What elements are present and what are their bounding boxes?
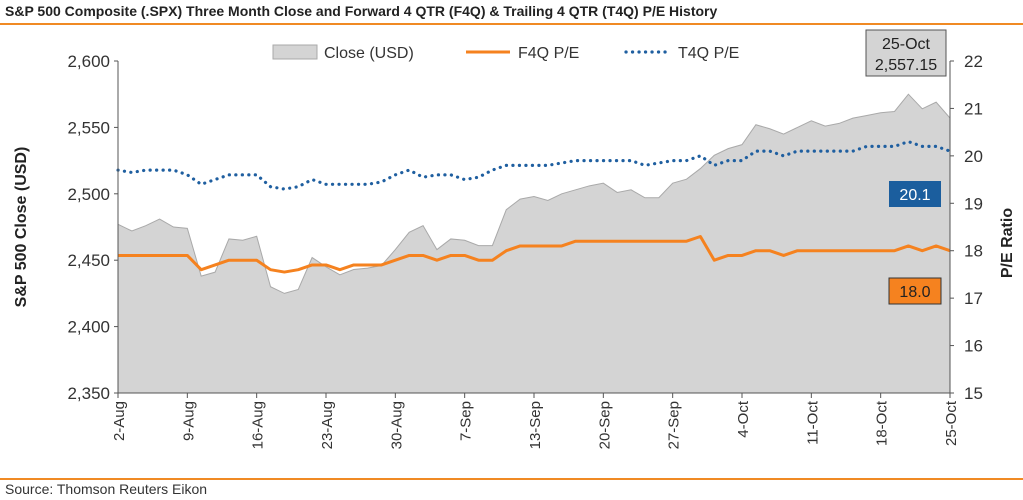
legend: Close (USD) F4Q P/E T4Q P/E: [272, 44, 739, 62]
left-tick-label: 2,350: [67, 384, 110, 403]
x-tick-label: 4-Oct: [735, 400, 752, 438]
left-tick-label: 2,550: [67, 118, 110, 137]
x-tick-label: 27-Sep: [666, 401, 683, 449]
f4q-badge-value: 18.0: [899, 284, 930, 301]
chart-title: S&P 500 Composite (.SPX) Three Month Clo…: [5, 3, 718, 19]
t4q-badge: [889, 181, 941, 207]
source-note: Source: Thomson Reuters Eikon: [5, 481, 208, 497]
close-callout-value: 2,557.15: [875, 57, 937, 74]
legend-close-label: Close (USD): [324, 45, 414, 62]
right-tick-label: 21: [964, 99, 983, 118]
right-tick-label: 19: [964, 194, 983, 213]
x-tick-label: 7-Sep: [458, 401, 475, 441]
f4q-line-layer: [118, 234, 951, 274]
y2-axis-title: P/E Ratio: [999, 208, 1016, 278]
close-callout-box: [865, 29, 947, 77]
footer-rule: [0, 478, 1023, 480]
y-axis-title: S&P 500 Close (USD): [13, 147, 30, 308]
left-tick-label: 2,600: [67, 52, 110, 71]
x-tick-label: 2-Aug: [111, 401, 128, 441]
right-tick-label: 15: [964, 384, 983, 403]
x-tick-label: 30-Aug: [388, 401, 405, 449]
right-tick-label: 18: [964, 242, 983, 261]
x-tick-label: 20-Sep: [596, 401, 613, 449]
left-tick-label: 2,500: [67, 185, 110, 204]
f4q-line: [118, 234, 951, 274]
x-tick-label: 11-Oct: [804, 400, 821, 445]
right-tick-label: 16: [964, 337, 983, 356]
f4q-badge: [888, 277, 942, 305]
close-area: [117, 93, 951, 394]
right-tick-label: 17: [964, 289, 983, 308]
x-tick-label: 9-Aug: [180, 401, 197, 441]
right-tick-label: 20: [964, 147, 983, 166]
annotations-layer: 25-Oct 2,557.15 20.1 18.0: [865, 29, 947, 305]
title-rule: [0, 23, 1023, 25]
pe-history-chart: 2,350 2,400 2,450 2,500 2,550 2,600 15 16 17 18 19…: [13, 29, 1016, 449]
x-tick-label: 16-Aug: [250, 401, 267, 449]
right-tick-label: 22: [964, 52, 983, 71]
x-tick-label: 13-Sep: [527, 401, 544, 449]
legend-f4q-label: F4Q P/E: [518, 45, 579, 62]
x-tick-label: 23-Aug: [319, 401, 336, 449]
close-area-layer: [117, 93, 951, 394]
legend-t4q-label: T4Q P/E: [678, 45, 739, 62]
left-tick-label: 2,450: [67, 251, 110, 270]
left-tick-label: 2,400: [67, 318, 110, 337]
axes-layer: 2,350 2,400 2,450 2,500 2,550 2,600 15 16 17 18 19…: [13, 52, 1016, 449]
t4q-badge-value: 20.1: [899, 187, 930, 204]
t4q-line-layer: [116, 139, 952, 191]
x-tick-label: 18-Oct: [874, 400, 891, 446]
close-callout-date: 25-Oct: [882, 36, 931, 53]
t4q-line: [116, 139, 952, 191]
x-tick-label: 25-Oct: [943, 400, 960, 446]
legend-close-swatch: [272, 44, 318, 60]
